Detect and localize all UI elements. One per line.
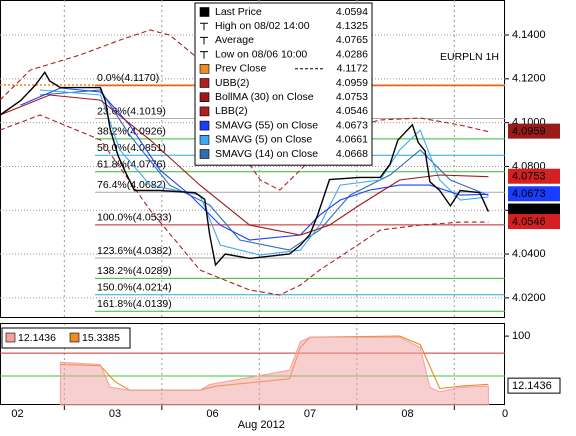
y-tick-label: 4.1000	[512, 117, 546, 129]
y-tick-label: 4.0200	[512, 292, 546, 304]
annotation: EURPLN 1H	[440, 51, 499, 63]
x-tick-label: 0	[502, 408, 508, 420]
legend-value: 4.0594	[336, 6, 368, 18]
fib-label: 123.6%(4.0382)	[97, 245, 172, 257]
x-tick-label: 06	[206, 408, 218, 420]
legend-value: 12.1436	[18, 332, 56, 344]
legend-value: 15.3385	[82, 332, 120, 344]
legend-swatch	[199, 149, 210, 159]
series-line	[0, 114, 489, 296]
legend-label: Low on 08/06 10:00	[215, 48, 307, 60]
legend-value: 4.0959	[336, 77, 368, 89]
plot-frame	[0, 0, 505, 318]
y-tick-label: 4.1200	[512, 73, 546, 85]
legend-swatch	[199, 120, 210, 131]
series-line	[39, 89, 489, 256]
legend-value: 4.0546	[336, 105, 368, 117]
legend-label: SMAVG (55) on Close	[215, 119, 318, 131]
sub-legend: 12.1436 15.3385	[1, 327, 131, 349]
value-tag	[508, 123, 560, 139]
x-axis-title: Aug 2012	[238, 419, 285, 431]
legend-glyph	[200, 22, 208, 31]
legend-swatch	[199, 135, 210, 145]
legend-swatch	[5, 332, 16, 343]
value-tag-label: 4.0546	[512, 216, 546, 228]
y-tick-label: 100	[512, 330, 530, 342]
legend-value: 4.0668	[336, 148, 368, 160]
fib-label: 150.0%(4.0214)	[97, 282, 172, 294]
value-tag-label: 4.0753	[512, 171, 546, 183]
fib-label: 100.0%(4.0533)	[97, 212, 172, 224]
legend-box	[1, 327, 131, 349]
value-tag-label: 4.0673	[512, 188, 546, 200]
legend-label: LBB(2)	[215, 105, 248, 117]
legend-value: 4.0673	[336, 119, 368, 131]
legend-label: SMAVG (14) on Close	[215, 148, 318, 160]
series-line	[0, 94, 489, 236]
legend-box	[194, 2, 373, 166]
legend-swatch	[199, 92, 210, 102]
legend-label: SMAVG (5) on Close	[215, 134, 312, 146]
legend-label: Average	[215, 34, 254, 46]
legend-glyph	[200, 51, 208, 59]
legend-label: Last Price	[215, 6, 262, 18]
legend-swatch	[69, 332, 80, 343]
value-tag	[507, 377, 561, 394]
series-line	[20, 87, 489, 241]
y-tick-label: 4.1400	[512, 29, 546, 41]
value-tag-label: 4.0959	[512, 126, 546, 138]
legend-swatch	[199, 64, 210, 74]
value-tag	[508, 186, 560, 202]
legend-swatch	[199, 106, 210, 117]
value-tag-label: 12.1436	[512, 380, 552, 392]
legend-value: 4.0753	[336, 91, 368, 103]
legend-label: UBB(2)	[215, 77, 249, 89]
fib-label: 161.8%(4.0139)	[97, 298, 172, 310]
legend-label: BollMA (30) on Close	[215, 91, 314, 103]
series-area	[59, 336, 489, 406]
fib-label: 0.0%(4.1170)	[97, 72, 159, 84]
x-tick-label: 08	[401, 408, 413, 420]
legend-value: 4.0661	[336, 134, 368, 146]
x-tick-label: 02	[11, 408, 23, 420]
fib-label: 61.8%(4.0776)	[97, 158, 166, 170]
legend-value: 4.0286	[336, 48, 368, 60]
fib-label: 50.0%(4.0851)	[97, 142, 166, 154]
y-tick-label: 4.0400	[512, 248, 546, 260]
value-tag	[508, 214, 560, 230]
fib-label: 138.2%(4.0289)	[97, 265, 172, 277]
series-line	[0, 71, 490, 267]
legend: Last Price 4.0594 High on 08/02 14:00 4.132…	[194, 2, 373, 166]
x-tick-label: 03	[109, 408, 121, 420]
legend-value: 4.1325	[336, 20, 368, 32]
series-line	[39, 89, 489, 251]
legend-swatch	[199, 78, 210, 88]
legend-label: Prev Close	[215, 63, 267, 75]
legend-value: 4.1172	[337, 63, 368, 75]
x-tick-label: 07	[304, 408, 316, 420]
legend-value: 4.0765	[336, 34, 368, 46]
value-tag	[508, 168, 560, 184]
legend-label: High on 08/02 14:00	[215, 20, 310, 32]
legend-glyph	[200, 36, 208, 45]
legend-swatch	[199, 7, 210, 17]
